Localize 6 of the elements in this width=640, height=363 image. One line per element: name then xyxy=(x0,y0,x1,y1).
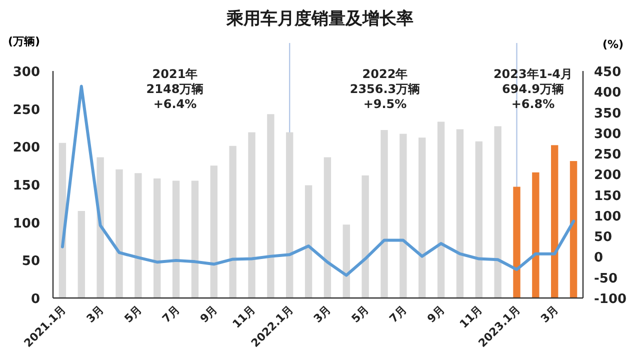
annotation: 2021年 2148万辆 +6.4% xyxy=(146,67,204,111)
annotation: 2023年1-4月 694.9万辆 +6.8% xyxy=(493,67,573,111)
title: 乘用车月度销量及增长率 xyxy=(226,9,414,29)
ylabel: (万辆) xyxy=(8,35,40,48)
y2label: (%) xyxy=(602,38,624,51)
annotation: 2022年 2356.3万辆 +9.5% xyxy=(350,67,420,111)
